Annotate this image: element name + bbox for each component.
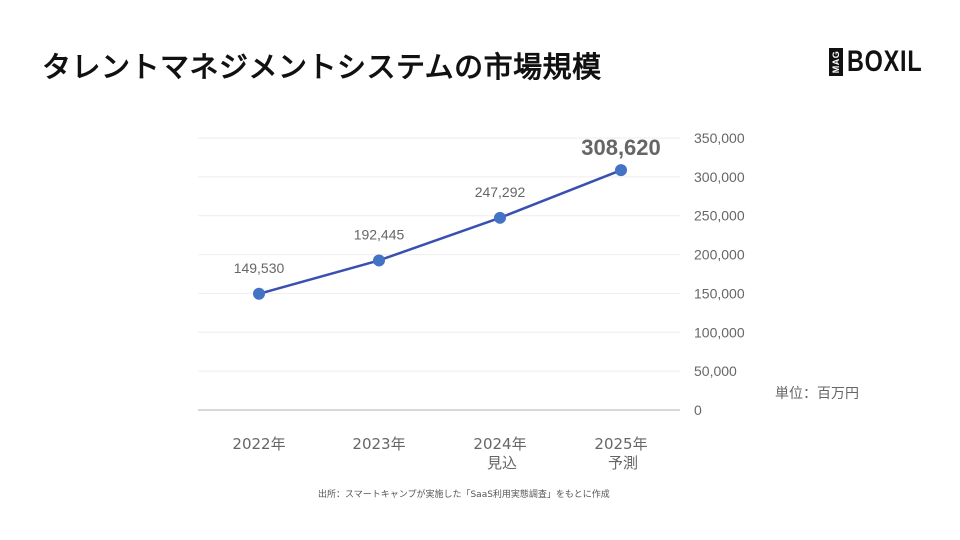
y-tick-label: 150,000 (694, 285, 745, 301)
data-point-marker (494, 211, 506, 224)
boxil-logo: MAG BOXIL (829, 47, 944, 77)
mag-badge: MAG (829, 48, 843, 76)
y-tick-label: 0 (694, 402, 702, 418)
y-tick-label: 300,000 (694, 169, 745, 185)
data-point-marker (373, 254, 385, 267)
x-category-label: 2023年 (352, 435, 405, 453)
series-line (258, 169, 622, 296)
x-category-label: 見込 (487, 454, 517, 472)
page-title: タレントマネジメントシステムの市場規模 (42, 50, 602, 84)
source-note: 出所：スマートキャンプが実施した「SaaS利用実態調査」をもとに作成 (318, 490, 610, 500)
x-category-label: 2024年 (473, 435, 526, 453)
logo-text: BOXIL (847, 45, 923, 78)
x-category-label: 2025年 (594, 435, 647, 453)
x-category-label: 2022年 (232, 435, 285, 453)
y-tick-label: 50,000 (694, 363, 737, 379)
unit-label: 単位：百万円 (775, 386, 859, 402)
data-label: 149,530 (234, 260, 285, 276)
y-tick-label: 200,000 (694, 247, 745, 263)
data-point-marker (615, 164, 627, 177)
x-category-label: 予測 (608, 454, 638, 472)
y-tick-label: 100,000 (694, 324, 745, 340)
data-point-marker (253, 287, 265, 300)
data-label: 247,292 (475, 184, 526, 200)
data-label: 192,445 (354, 226, 405, 242)
data-label-highlight: 308,620 (581, 135, 661, 160)
y-tick-label: 350,000 (694, 130, 745, 146)
y-tick-label: 250,000 (694, 208, 745, 224)
